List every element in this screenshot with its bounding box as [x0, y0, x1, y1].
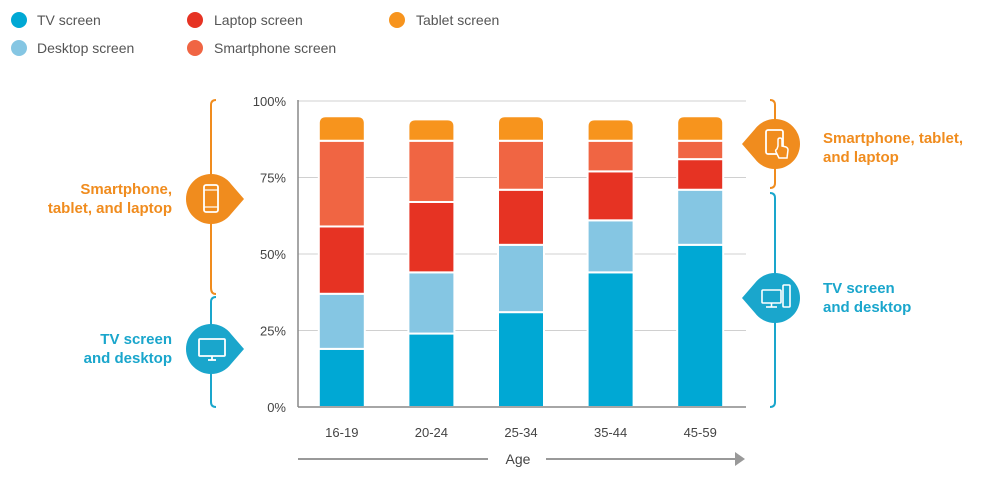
bar-segment-laptop	[676, 158, 725, 191]
x-tick-label: 35-44	[594, 425, 627, 440]
bars	[317, 115, 725, 409]
bar-segment-laptop	[497, 188, 545, 246]
y-tick-label: 50%	[260, 247, 286, 262]
bar-segment-laptop	[317, 225, 366, 295]
bar-stack	[407, 118, 456, 408]
bar-segment-laptop	[407, 200, 456, 274]
legend-label-desktop: Desktop screen	[37, 40, 134, 56]
bar-segment-tv	[407, 332, 456, 408]
legend-label-laptop: Laptop screen	[214, 12, 303, 28]
right-top-label-line2: and laptop	[823, 149, 899, 166]
bar-segment-tablet	[497, 115, 545, 142]
x-tick-label: 25-34	[504, 425, 537, 440]
legend-label-tv: TV screen	[37, 12, 101, 28]
bar-segment-tablet	[317, 115, 366, 142]
left-bottom-badge	[186, 324, 244, 374]
right-top-label-line1: Smartphone, tablet,	[823, 130, 963, 147]
x-tick-label: 20-24	[415, 425, 448, 440]
x-axis-arrow	[298, 452, 745, 466]
tablet-touch-icon	[765, 129, 789, 159]
bar-segment-smartphone	[676, 139, 725, 161]
bar-segment-smartphone	[497, 139, 545, 191]
legend-swatch-tv	[11, 12, 27, 28]
left-top-label-line1: Smartphone,	[80, 181, 172, 198]
y-tick-label: 0%	[267, 400, 286, 415]
left-bottom-label-line2: and desktop	[84, 350, 172, 367]
y-tick-label: 100%	[253, 94, 287, 109]
legend-swatch-smartphone	[187, 40, 203, 56]
bar-segment-tablet	[676, 115, 725, 142]
bar-segment-smartphone	[407, 139, 456, 203]
left-top-label-line2: tablet, and laptop	[48, 200, 172, 217]
smartphone-icon	[203, 184, 219, 213]
x-axis-ticks: 16-19 20-24 25-34 35-44 45-59	[325, 425, 717, 440]
bar-stack	[586, 118, 635, 408]
legend-swatch-desktop	[11, 40, 27, 56]
legend-swatch-tablet	[389, 12, 405, 28]
bar-segment-tv	[676, 243, 725, 408]
right-bottom-badge	[742, 273, 800, 323]
legend-swatch-laptop	[187, 12, 203, 28]
bar-segment-desktop	[317, 292, 366, 350]
bar-segment-desktop	[676, 188, 725, 246]
bar-segment-laptop	[586, 170, 635, 222]
arrow-head-icon	[735, 452, 745, 466]
bar-segment-desktop	[407, 271, 456, 335]
y-tick-label: 25%	[260, 324, 286, 339]
legend-label-tablet: Tablet screen	[416, 12, 499, 28]
x-tick-label: 16-19	[325, 425, 358, 440]
bar-segment-desktop	[497, 243, 545, 314]
legend-label-smartphone: Smartphone screen	[214, 40, 336, 56]
bar-segment-tv	[586, 271, 635, 408]
bar-stack	[317, 115, 366, 408]
bar-segment-smartphone	[317, 139, 366, 228]
bar-segment-smartphone	[586, 139, 635, 173]
left-top-badge	[186, 174, 244, 224]
bar-segment-tablet	[586, 118, 635, 142]
desktop-tower-icon	[761, 284, 791, 308]
bar-stack	[497, 115, 545, 409]
y-tick-label: 75%	[260, 171, 286, 186]
bar-stack	[676, 115, 725, 408]
bar-segment-tablet	[407, 118, 456, 142]
x-tick-label: 45-59	[684, 425, 717, 440]
right-top-badge	[742, 119, 800, 169]
right-bottom-label-line1: TV screen	[823, 280, 895, 297]
bar-segment-tv	[497, 311, 545, 409]
bar-segment-desktop	[586, 219, 635, 274]
x-axis-title: Age	[506, 451, 531, 467]
bar-segment-tv	[317, 347, 366, 408]
left-bottom-label-line1: TV screen	[100, 331, 172, 348]
y-axis-ticks: 0% 25% 50% 75% 100%	[253, 94, 287, 415]
monitor-icon	[198, 338, 226, 361]
right-bottom-label-line2: and desktop	[823, 299, 911, 316]
legend: TV screen Laptop screen Tablet screen De…	[11, 12, 499, 56]
